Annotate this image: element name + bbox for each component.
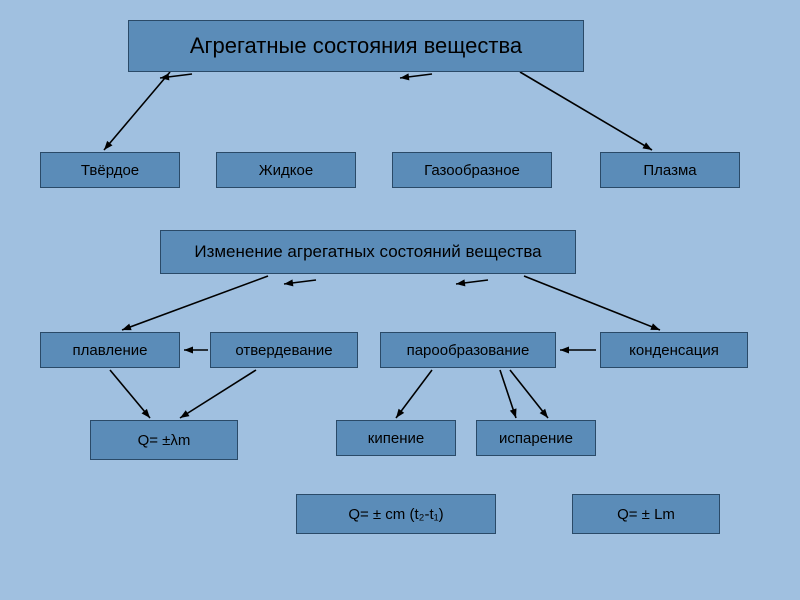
formula-q_lambda-label: Q= ±λm	[138, 432, 191, 449]
process-solidify: отвердевание	[210, 332, 358, 368]
subtitle-box: Изменение агрегатных состояний вещества	[160, 230, 576, 274]
process-melting: плавление	[40, 332, 180, 368]
formula-q_cm: Q= ± cm (t₂-t₁)	[296, 494, 496, 534]
process-melting-label: плавление	[73, 342, 148, 359]
process-vaporization-label: парообразование	[407, 342, 530, 359]
subprocess-evaporation: испарение	[476, 420, 596, 456]
state-liquid-label: Жидкое	[259, 162, 313, 179]
subprocess-boiling-label: кипение	[368, 430, 424, 447]
state-solid-label: Твёрдое	[81, 162, 139, 179]
state-liquid: Жидкое	[216, 152, 356, 188]
subprocess-evaporation-label: испарение	[499, 430, 573, 447]
subprocess-boiling: кипение	[336, 420, 456, 456]
process-solidify-label: отвердевание	[235, 342, 332, 359]
state-plasma: Плазма	[600, 152, 740, 188]
formula-q_lambda: Q= ±λm	[90, 420, 238, 460]
state-plasma-label: Плазма	[643, 162, 696, 179]
state-gas: Газообразное	[392, 152, 552, 188]
title-box: Агрегатные состояния вещества	[128, 20, 584, 72]
formula-q_cm-label: Q= ± cm (t₂-t₁)	[348, 506, 443, 523]
formula-q_Lm-label: Q= ± Lm	[617, 506, 675, 523]
process-condensation-label: конденсация	[629, 342, 719, 359]
title-box-label: Агрегатные состояния вещества	[190, 33, 522, 59]
state-solid: Твёрдое	[40, 152, 180, 188]
process-condensation: конденсация	[600, 332, 748, 368]
subtitle-box-label: Изменение агрегатных состояний вещества	[194, 242, 541, 262]
state-gas-label: Газообразное	[424, 162, 520, 179]
formula-q_Lm: Q= ± Lm	[572, 494, 720, 534]
process-vaporization: парообразование	[380, 332, 556, 368]
